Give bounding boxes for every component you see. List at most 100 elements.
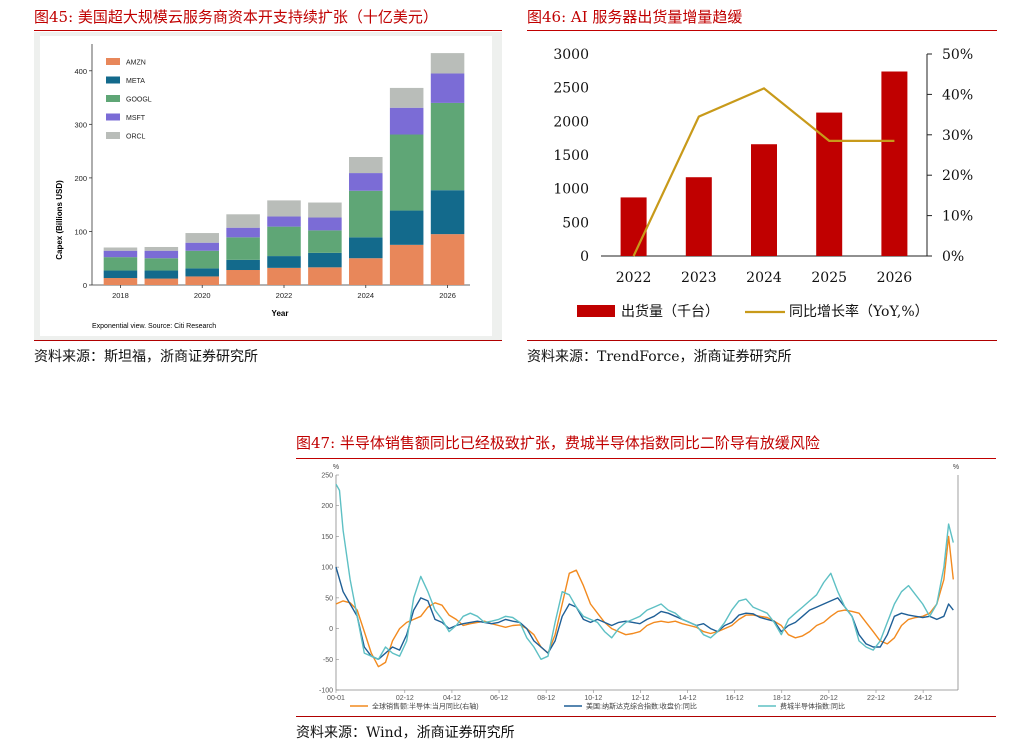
- figure47-chart: -100 -50 0 50 100 150 200 250 00-01 02-12 04-12 06-…: [296, 460, 972, 712]
- figure45-bar-amzn-2020: [185, 276, 219, 285]
- figure45-bar-orcl-2020: [185, 233, 219, 243]
- figure46-legend-swatch-shipments: [577, 305, 615, 317]
- figure46-y2-tick-label: 10%: [942, 209, 973, 225]
- figure45-bar-amzn-2022: [267, 267, 301, 285]
- figure45-bar-amzn-2023: [308, 267, 342, 285]
- figure45-bar-googl-2026: [430, 102, 465, 191]
- figure47-y-tick-label: 200: [321, 503, 333, 510]
- figure45-y-tick-label: 0: [83, 281, 87, 290]
- figure45-bar-meta-2020: [185, 268, 219, 277]
- figure45-x-tick-label: 2020: [194, 291, 211, 300]
- figure45-bar-meta-2021: [226, 259, 260, 271]
- figure46-y2-tick-label: 40%: [942, 87, 973, 103]
- figure45-bar-meta-2019: [144, 270, 179, 279]
- figure45-bar-orcl-2019: [144, 246, 179, 251]
- figure45-x-axis-label: Year: [272, 309, 289, 318]
- figure46-yoy-line: [632, 87, 895, 257]
- figure46-x-tick-label: 2024: [746, 270, 782, 286]
- figure47-legend-label-1: 美国:纳斯达克综合指数:收盘价:同比: [586, 702, 697, 711]
- figure47-x-tick-label: 08-12: [537, 695, 555, 702]
- figure46-source: 资料来源：TrendForce，浙商证券研究所: [527, 349, 792, 365]
- figure46-y-tick-label: 2500: [553, 81, 589, 97]
- figure45-legend-swatch-meta: [106, 76, 120, 84]
- figure46-y-tick-label: 500: [562, 215, 589, 231]
- figure46-x-tick-label: 2022: [616, 270, 652, 286]
- figure45-bar-meta-2023: [308, 252, 342, 268]
- figure47-y-tick-label: 0: [329, 626, 333, 633]
- figure45-bar-amzn-2025: [389, 244, 424, 285]
- figure45-bar-googl-2020: [185, 250, 219, 269]
- figure47-x-tick-label: 10-12: [584, 695, 602, 702]
- figure46-x-tick-label: 2025: [811, 270, 847, 286]
- figure45-chart: 0 100 200 300 400 2018 2020 2022 2024 2026 AMZN ME…: [34, 32, 502, 340]
- figure45-bar-orcl-2026: [430, 53, 465, 74]
- figure47-y-tick-label: -100: [319, 688, 333, 695]
- figure46-bottom-rule: [527, 340, 997, 341]
- figure45-bar-googl-2024: [349, 190, 383, 238]
- figure47-right-unit: %: [953, 464, 959, 471]
- figure45-y-tick-label: 100: [74, 227, 87, 236]
- figure46-y2-tick-label: 20%: [942, 168, 973, 184]
- figure47-bottom-rule: [296, 716, 996, 717]
- figure47-x-tick-label: 20-12: [820, 695, 838, 702]
- figure45-bar-googl-2018: [103, 257, 138, 271]
- figure47-x-tick-label: 04-12: [443, 695, 461, 702]
- figure46-y2-tick-label: 0%: [942, 249, 964, 265]
- figure45-legend-swatch-msft: [106, 113, 120, 121]
- figure45-legend-swatch-amzn: [106, 58, 120, 65]
- figure45-y-tick-label: 200: [74, 174, 87, 183]
- figure45-bar-googl-2023: [308, 230, 342, 253]
- figure45-bar-msft-2022: [267, 216, 301, 227]
- figure47-title-rule: [296, 458, 996, 459]
- figure45-bar-msft-2021: [226, 227, 260, 238]
- figure45-source: 资料来源：斯坦福，浙商证券研究所: [34, 349, 258, 365]
- figure45-legend-label-amzn: AMZN: [126, 60, 146, 67]
- figure45-bar-msft-2025: [389, 107, 424, 135]
- figure47-series-line-0: [335, 535, 954, 668]
- figure46-x-tick-label: 2026: [877, 270, 913, 286]
- figure47-x-tick-label: 06-12: [490, 695, 508, 702]
- figure47-series-line-2: [335, 483, 954, 661]
- figure45-bar-orcl-2018: [103, 247, 138, 251]
- figure45-bar-meta-2022: [267, 256, 301, 268]
- figure46-x-tick-label: 2023: [681, 270, 717, 286]
- figure45-y-tick-label: 300: [74, 120, 87, 129]
- figure45-bottom-rule: [34, 340, 502, 341]
- figure47-legend-label-0: 全球销售额:半导体:当月同比(右轴): [372, 702, 479, 711]
- figure46-bar-2025: [816, 112, 843, 256]
- figure45-y-tick-label: 400: [74, 67, 87, 76]
- figure47-left-unit: %: [333, 464, 339, 471]
- figure46-title: 图46: AI 服务器出货量增量趋缓: [527, 8, 743, 26]
- figure46-y2-tick-label: 30%: [942, 128, 973, 144]
- figure47-x-tick-label: 24-12: [914, 695, 932, 702]
- figure45-bar-msft-2020: [185, 242, 219, 251]
- figure47-y-tick-label: 100: [321, 565, 333, 572]
- figure45-bar-googl-2021: [226, 237, 260, 260]
- figure46-y-tick-label: 1500: [553, 148, 589, 164]
- figure47-title: 图47: 半导体销售额同比已经极致扩张，费城半导体指数同比二阶导有放缓风险: [296, 434, 820, 452]
- figure46-title-rule: [527, 30, 997, 31]
- figure46-y-tick-label: 0: [580, 249, 589, 265]
- figure45-x-tick-label: 2018: [112, 291, 129, 300]
- figure46-bar-2026: [881, 71, 908, 256]
- figure45-source-note: Exponential view. Source: Citi Research: [92, 323, 216, 330]
- figure47-x-tick-label: 22-12: [867, 695, 885, 702]
- figure45-y-axis-label: Capex (Billions USD): [55, 180, 64, 260]
- figure47-x-tick-label: 16-12: [726, 695, 744, 702]
- figure45-bar-meta-2026: [430, 190, 465, 235]
- figure47-x-tick-label: 12-12: [631, 695, 649, 702]
- figure47-y-tick-label: 50: [325, 595, 333, 602]
- figure45-bar-amzn-2024: [349, 258, 383, 285]
- figure45-bar-amzn-2026: [430, 234, 465, 285]
- figure45-bar-googl-2022: [267, 226, 301, 257]
- figure45-x-tick-label: 2022: [276, 291, 293, 300]
- figure45-bar-msft-2024: [349, 173, 383, 191]
- figure45-bar-googl-2019: [144, 258, 179, 271]
- figure45-legend-swatch-googl: [106, 95, 120, 102]
- figure47-legend-label-2: 费城半导体指数:同比: [780, 702, 845, 711]
- figure45-bar-amzn-2019: [144, 278, 179, 285]
- figure45-bar-msft-2019: [144, 250, 179, 259]
- figure45-bar-orcl-2022: [267, 200, 301, 217]
- figure47-x-tick-label: 00-01: [327, 695, 345, 702]
- figure47-y-tick-label: -50: [323, 657, 333, 664]
